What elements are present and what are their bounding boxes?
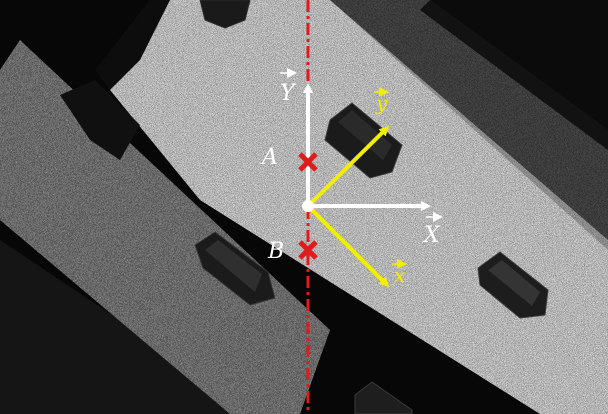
local-x-axis-arrow	[306, 204, 390, 288]
grip-edge-top	[95, 0, 170, 90]
bolt-top	[199, 0, 251, 29]
label-global-x-text: X	[422, 223, 441, 248]
local-y-axis-arrow	[306, 125, 390, 208]
point-b-marker	[298, 240, 318, 260]
bolt-bottom	[354, 381, 413, 414]
label-global-x: X	[422, 212, 443, 248]
label-local-x: x	[392, 259, 407, 287]
label-local-y: y	[374, 87, 389, 115]
point-a-marker	[298, 152, 318, 172]
bolt-right	[477, 251, 549, 319]
clamp-left	[60, 80, 140, 160]
origin-point	[302, 200, 314, 212]
label-point-b: B	[267, 239, 284, 264]
label-local-y-text: y	[375, 91, 388, 115]
label-global-y: Y	[280, 68, 297, 106]
label-local-x-text: x	[394, 263, 405, 287]
label-point-a: A	[260, 145, 278, 170]
bolt-center-right	[324, 102, 403, 179]
grip-edge-right	[420, 0, 608, 150]
bolt-center-left	[194, 231, 276, 306]
label-global-y-text: Y	[280, 81, 297, 106]
